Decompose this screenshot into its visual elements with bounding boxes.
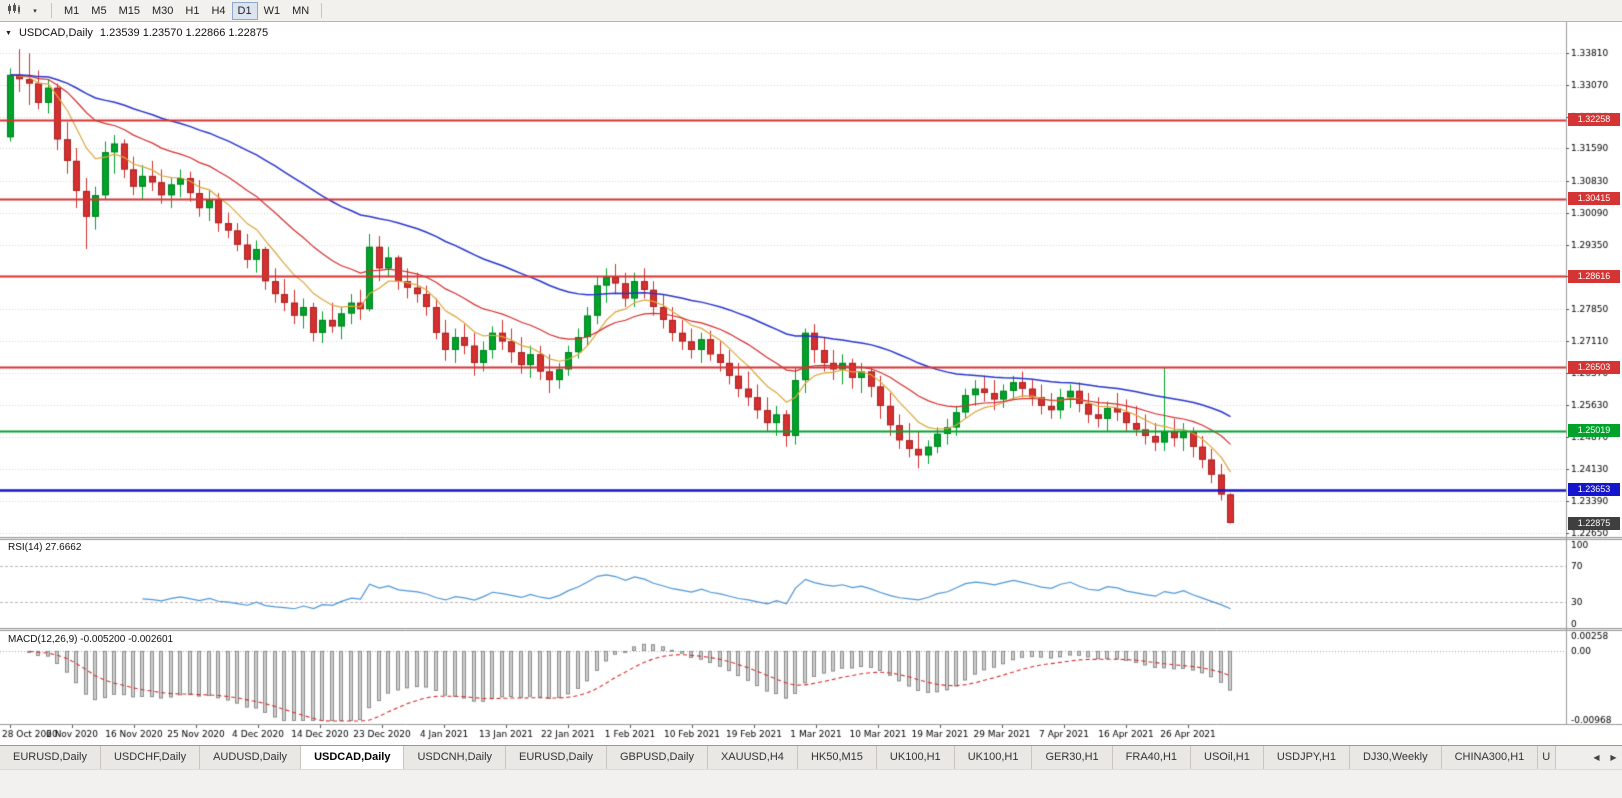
price-line-label-1-23653[interactable]: 1.23653 <box>1568 483 1620 496</box>
timeframe-button-m15[interactable]: M15 <box>118 4 140 17</box>
chart-ohlc-values: 1.23539 1.23570 1.22866 1.22875 <box>99 27 269 39</box>
chart-tab[interactable]: XAUUSD,H4 <box>707 746 798 769</box>
candlestick-chart-icon <box>7 2 21 20</box>
collapse-indicator-icon: ▼ <box>5 29 12 37</box>
chart-tab[interactable]: UK100,H1 <box>954 746 1033 769</box>
tabs-scroll-right-button[interactable]: ▶ <box>1610 752 1617 762</box>
chart-tab[interactable]: FRA40,H1 <box>1112 746 1192 769</box>
toolbar-separator <box>321 3 323 18</box>
chart-tab[interactable]: AUDUSD,Daily <box>200 746 302 769</box>
price-chart-canvas[interactable] <box>0 22 1622 745</box>
price-line-label-1-28616[interactable]: 1.28616 <box>1568 270 1620 283</box>
toolbar-separator <box>51 3 52 18</box>
chart-tabs-list: EURUSD,Daily USDCHF,Daily AUDUSD,Daily USDC… <box>0 746 1622 769</box>
chart-title: ▼ USDCAD,Daily 1.23539 1.23570 1.22866 1… <box>5 27 268 39</box>
timeframe-buttons-group: M1 M5 M15 M30 H1 H4 D1 W1 MN <box>58 1 315 20</box>
status-strip <box>0 769 1622 798</box>
chart-tab[interactable]: USDCHF,Daily <box>100 746 201 769</box>
tabs-nav: ◀ ▶ <box>1588 746 1622 769</box>
timeframe-button-m30[interactable]: M30 <box>151 4 174 17</box>
chart-tab[interactable]: CHINA300,H1 <box>1441 746 1539 769</box>
timeframe-button-h1[interactable]: H1 <box>185 4 200 17</box>
chart-tab[interactable]: U <box>1538 746 1557 769</box>
timeframe-button-m5[interactable]: M5 <box>91 4 107 17</box>
chart-tab[interactable]: DJ30,Weekly <box>1349 746 1442 769</box>
chart-tab[interactable]: GBPUSD,Daily <box>607 746 708 769</box>
chart-tab[interactable]: USDCAD,Daily <box>301 746 405 769</box>
macd-indicator-label: MACD(12,26,9) -0.005200 -0.002601 <box>8 634 174 645</box>
timeframe-button-h4[interactable]: H4 <box>211 4 226 17</box>
timeframe-button-d1[interactable]: D1 <box>231 1 258 20</box>
chevron-down-icon: ▾ <box>33 7 37 15</box>
timeframe-button-m1[interactable]: M1 <box>64 4 80 17</box>
price-line-label-1-25019[interactable]: 1.25019 <box>1568 424 1620 437</box>
chart-tab[interactable]: EURUSD,Daily <box>0 746 101 769</box>
price-line-label-1-32258[interactable]: 1.32258 <box>1568 113 1620 126</box>
chart-tab[interactable]: EURUSD,Daily <box>506 746 607 769</box>
chart-tab[interactable]: USOil,H1 <box>1191 746 1264 769</box>
chart-tab[interactable]: HK50,M15 <box>797 746 877 769</box>
timeframe-button-mn[interactable]: MN <box>292 4 310 17</box>
chart-tab[interactable]: USDCNH,Daily <box>404 746 507 769</box>
price-line-label-1-30415[interactable]: 1.30415 <box>1568 192 1620 205</box>
chart-tab[interactable]: UK100,H1 <box>876 746 955 769</box>
chart-symbol-label: USDCAD,Daily <box>18 27 93 39</box>
rsi-indicator-label: RSI(14) 27.6662 <box>8 542 82 553</box>
timeframes-toolbar: ▾ M1 M5 M15 M30 H1 H4 D1 W1 MN <box>0 0 1622 22</box>
price-line-label-current[interactable]: 1.22875 <box>1568 517 1620 530</box>
timeframe-button-w1[interactable]: W1 <box>263 4 281 17</box>
chart-mode-dropdown-button[interactable]: ▾ <box>25 2 45 20</box>
price-line-label-1-26503[interactable]: 1.26503 <box>1568 361 1620 374</box>
chart-tab[interactable]: GER30,H1 <box>1032 746 1113 769</box>
tabs-scroll-left-button[interactable]: ◀ <box>1593 752 1600 762</box>
chart-tabs-bar: EURUSD,Daily USDCHF,Daily AUDUSD,Daily USDC… <box>0 745 1622 769</box>
chart-region: ▼ USDCAD,Daily 1.23539 1.23570 1.22866 1… <box>0 22 1622 745</box>
chart-mode-button[interactable] <box>4 2 24 20</box>
chart-tab[interactable]: USDJPY,H1 <box>1263 746 1350 769</box>
